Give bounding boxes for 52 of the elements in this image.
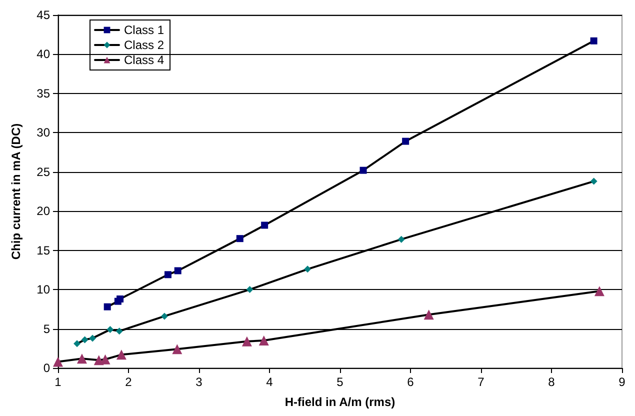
point — [100, 354, 110, 364]
y-tick-label: 0 — [43, 361, 50, 375]
point — [164, 271, 172, 278]
point — [116, 328, 123, 335]
x-tick-label: 6 — [407, 375, 414, 389]
legend-label: Class 4 — [124, 53, 164, 67]
x-tick-label: 2 — [125, 375, 132, 389]
point — [104, 303, 111, 310]
point — [242, 336, 252, 346]
point — [89, 334, 96, 342]
point — [172, 344, 182, 354]
y-tick-label: 10 — [36, 282, 50, 297]
x-tick-label: 3 — [196, 375, 203, 389]
legend-label: Class 2 — [124, 38, 164, 52]
point — [590, 178, 598, 185]
point — [402, 138, 410, 145]
point — [74, 340, 81, 348]
legend-label: Class 1 — [124, 23, 164, 37]
y-tick-label: 40 — [36, 47, 50, 62]
y-tick-label: 15 — [36, 243, 50, 258]
point — [76, 354, 87, 364]
point — [424, 310, 434, 320]
x-tick-label: 8 — [548, 375, 556, 389]
y-tick-label: 35 — [36, 86, 50, 100]
y-tick-label: 25 — [36, 164, 50, 179]
y-tick-label: 45 — [36, 8, 50, 22]
point — [246, 286, 254, 294]
y-tick-label: 20 — [36, 204, 50, 218]
point — [398, 236, 405, 243]
point — [81, 336, 88, 344]
point — [360, 166, 367, 174]
point — [261, 222, 268, 229]
point — [53, 356, 63, 367]
x-tick-label: 7 — [478, 375, 485, 389]
y-axis-title: Chip current in mA (DC) — [9, 123, 23, 260]
point — [236, 235, 244, 242]
point — [594, 286, 604, 296]
x-axis-title: H-field in A/m (rms) — [284, 395, 396, 409]
y-tick-label: 30 — [36, 126, 50, 140]
point — [174, 267, 182, 274]
point — [116, 350, 126, 360]
point — [590, 37, 598, 44]
point — [160, 312, 168, 320]
point — [304, 266, 312, 273]
y-tick-label: 5 — [43, 322, 50, 336]
x-tick-label: 1 — [54, 375, 62, 389]
x-tick-label: 5 — [336, 375, 344, 389]
x-tick-label: 9 — [618, 375, 626, 389]
point — [116, 295, 124, 302]
x-tick-label: 4 — [266, 375, 274, 389]
point — [258, 336, 269, 346]
point — [106, 326, 114, 334]
